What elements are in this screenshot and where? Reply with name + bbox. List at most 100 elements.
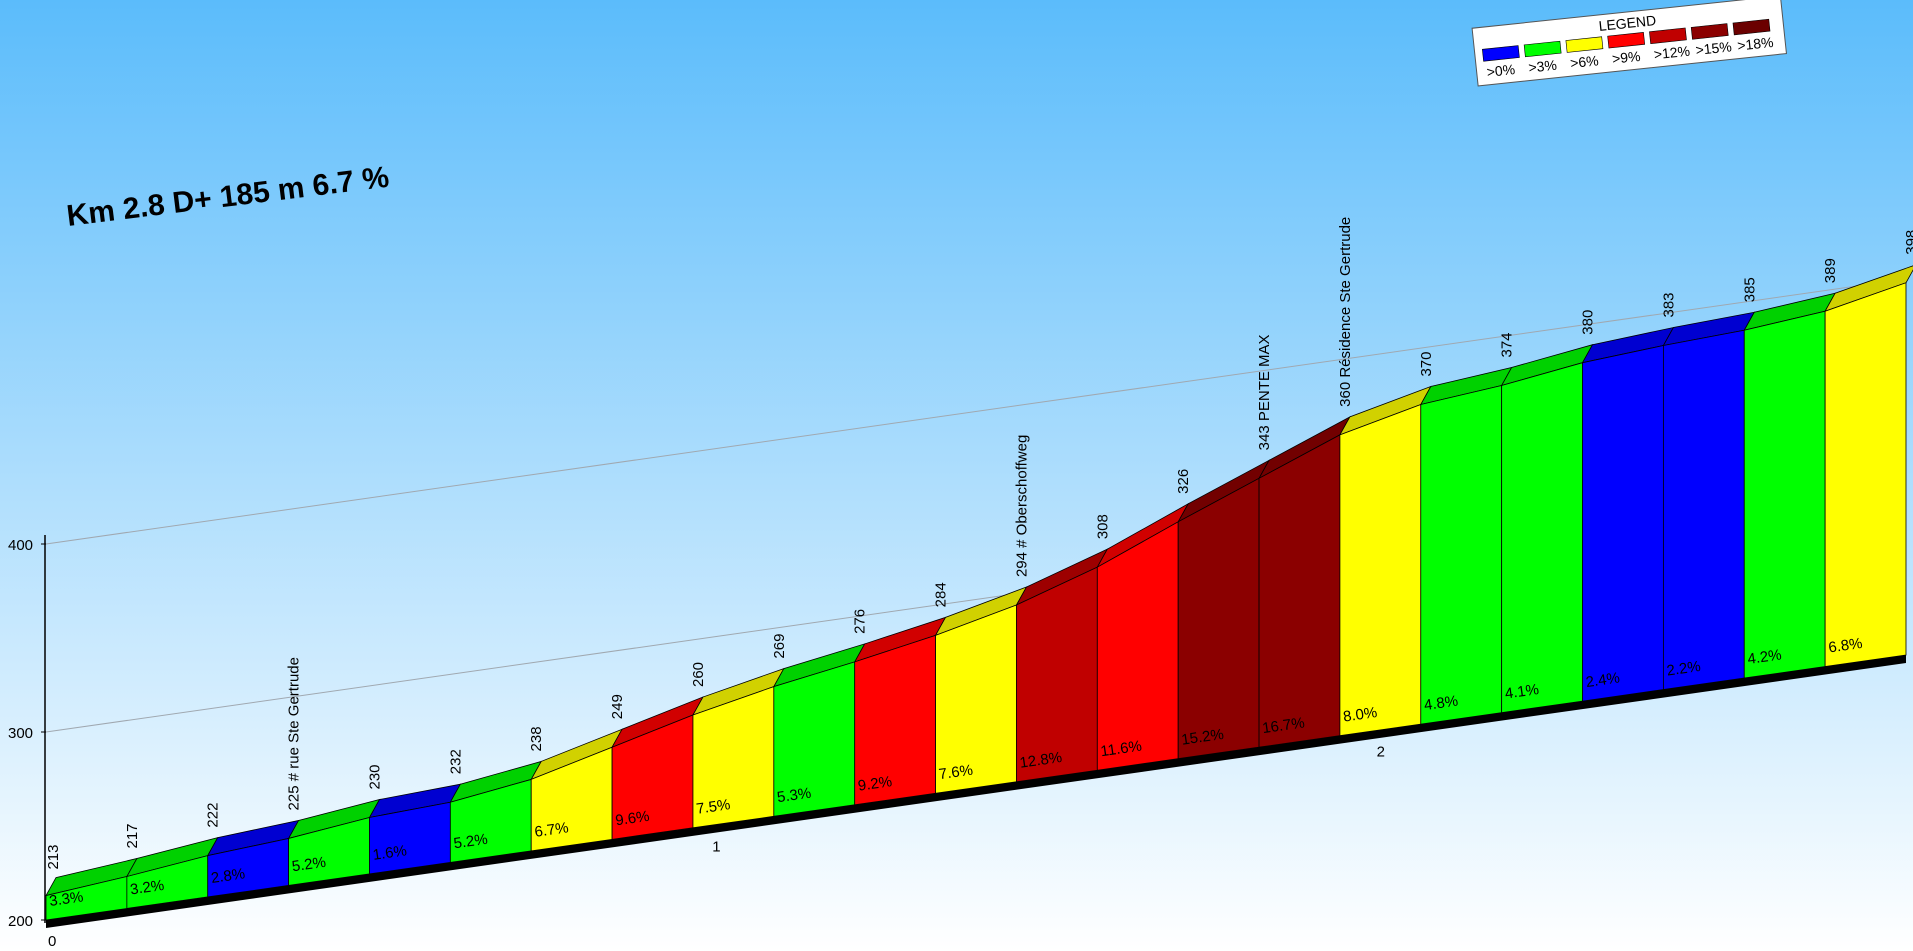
- legend-items: >0% >3% >6% >9% >12% >15% >18%: [1482, 18, 1775, 80]
- segment-grade-label: 5.2%: [453, 831, 489, 853]
- legend-swatch: [1482, 45, 1520, 62]
- legend-swatch: [1523, 40, 1562, 58]
- segment-grade-label: 2.4%: [1585, 669, 1621, 691]
- distance-base: 0 1 2: [46, 655, 1906, 950]
- y-tick-label: 300: [8, 725, 33, 742]
- segment: 9.6%: [611, 696, 704, 840]
- elevation-label: 225 # rue Ste Gertrude: [286, 657, 303, 810]
- segment-grade-label: 8.0%: [1342, 704, 1378, 726]
- x-tick-label: 0: [48, 933, 56, 950]
- segment-grade-label: 5.3%: [776, 785, 812, 807]
- segment-face: [1662, 329, 1745, 691]
- elevation-label: 260: [690, 662, 707, 687]
- segment-grade-label: 3.2%: [129, 877, 165, 899]
- elevation-label: 238: [528, 726, 545, 751]
- segment: 8.0%: [1339, 385, 1432, 737]
- segment-grade-label: 1.6%: [372, 842, 408, 864]
- legend-label: >6%: [1569, 52, 1599, 71]
- segment: 7.6%: [934, 586, 1028, 794]
- elevation-label: 308: [1094, 514, 1111, 539]
- legend-label: >9%: [1611, 48, 1641, 67]
- segment-grade-label: 2.8%: [210, 865, 246, 887]
- elevation-label: 385: [1741, 277, 1758, 302]
- x-tick-label: 2: [1377, 744, 1385, 761]
- elevation-label: 360 Résidence Ste Gertrude: [1337, 217, 1354, 407]
- start-elevation-label: 213: [45, 845, 62, 870]
- elevation-label: 217: [124, 823, 141, 848]
- segment: 2.2%: [1662, 311, 1756, 691]
- legend-swatch: [1690, 23, 1729, 40]
- legend-label: >3%: [1528, 57, 1558, 76]
- elevation-label: 294 # Oberschoffweg: [1013, 435, 1030, 577]
- legend-label: >18%: [1737, 34, 1775, 54]
- segment: 4.1%: [1500, 344, 1594, 714]
- segment-grade-label: 9.2%: [857, 773, 893, 795]
- elevation-label: 269: [771, 634, 788, 659]
- segment: 3.2%: [126, 836, 219, 909]
- segment: 12.8%: [1015, 548, 1109, 783]
- y-tick-label: 400: [8, 537, 33, 554]
- elevation-label: 383: [1660, 292, 1677, 317]
- segment: 5.2%: [449, 760, 543, 863]
- segment-grade-label: 12.8%: [1019, 749, 1063, 772]
- segment: 2.8%: [206, 819, 300, 898]
- legend-swatch: [1649, 27, 1687, 45]
- segment-grade-label: 9.6%: [614, 808, 650, 830]
- legend: LEGEND >0% >3% >6% >9% >12% >15% >18%: [1471, 0, 1788, 87]
- legend-label: >12%: [1653, 43, 1691, 63]
- segment-face: [1258, 434, 1341, 748]
- legend-label: >15%: [1695, 38, 1733, 58]
- segment-face: [1339, 403, 1422, 737]
- segment-grade-label: 16.7%: [1261, 714, 1305, 737]
- gradient-segments: 3.3% 3.2% 2.8% 5.2% 1.6% 5.2% 6.7% 9.6% 7.5% 5.3%…: [45, 265, 1913, 921]
- segment-face: [1582, 345, 1664, 702]
- segment-face: [1177, 477, 1260, 760]
- elevation-label: 370: [1418, 351, 1435, 376]
- elevation-label: 222: [205, 803, 222, 828]
- legend-swatch: [1607, 32, 1646, 49]
- segment-grade-label: 15.2%: [1180, 726, 1224, 749]
- segment: 6.8%: [1824, 265, 1913, 667]
- segment: 15.2%: [1177, 459, 1271, 760]
- legend-title: LEGEND: [1598, 12, 1657, 34]
- segment-grade-label: 4.8%: [1423, 692, 1459, 714]
- segment-grade-label: 4.2%: [1746, 646, 1782, 668]
- segment-face: [1501, 362, 1583, 714]
- segment: 5.2%: [287, 798, 381, 886]
- segment: 4.8%: [1419, 366, 1513, 725]
- segment-grade-label: 5.2%: [291, 854, 327, 876]
- elevation-label: 249: [609, 694, 626, 719]
- elevation-label: 326: [1175, 469, 1192, 494]
- segment: 6.7%: [530, 728, 623, 852]
- segment-grade-label: 7.5%: [695, 796, 731, 818]
- elevation-label: 230: [366, 764, 383, 789]
- segment-face: [1743, 310, 1826, 679]
- elevation-label: 232: [447, 749, 464, 774]
- gridline: [45, 278, 1907, 545]
- legend-swatch: [1565, 36, 1604, 53]
- elevation-label: 380: [1580, 310, 1597, 335]
- legend-swatch: [1732, 18, 1771, 36]
- segment-face: [1420, 384, 1503, 725]
- elevation-label: 284: [933, 582, 950, 607]
- segment-grade-label: 4.1%: [1504, 681, 1540, 703]
- segment-grade-label: 2.2%: [1666, 658, 1702, 680]
- elevation-label: 276: [852, 609, 869, 634]
- elevation-label: 343 PENTE MAX: [1256, 334, 1273, 450]
- segment: 16.7%: [1258, 415, 1351, 748]
- segment: 2.4%: [1581, 326, 1675, 702]
- segment-grade-label: 3.3%: [48, 888, 84, 910]
- segment-grade-label: 6.8%: [1827, 635, 1863, 657]
- elevation-label: 374: [1499, 332, 1516, 357]
- x-tick-label: 1: [712, 838, 720, 855]
- legend-label: >0%: [1486, 61, 1516, 80]
- elevation-label: 389: [1822, 258, 1839, 283]
- segment-grade-label: 11.6%: [1099, 738, 1142, 761]
- elevation-labels: 217 222 225 # rue Ste Gertrude 230 232 238 249…: [45, 217, 1913, 870]
- segment-grade-label: 7.6%: [938, 762, 974, 784]
- segment: 9.2%: [853, 616, 947, 806]
- base-ribbon: [46, 655, 1906, 928]
- y-ticks: 200 300 400: [8, 537, 46, 930]
- y-tick-label: 200: [8, 913, 33, 930]
